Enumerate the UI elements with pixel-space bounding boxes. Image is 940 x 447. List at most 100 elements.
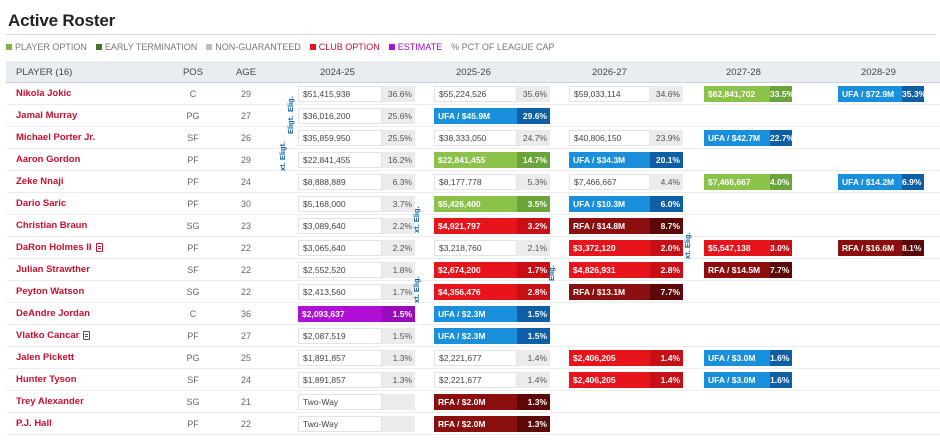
salary-cell-ufa[interactable]: UFA / $72.9M 35.3% (838, 86, 926, 102)
player-name-link[interactable]: DaRon Holmes II (16, 242, 103, 253)
salary-cell-ufa[interactable]: UFA / $42.7M 22.7% (704, 130, 794, 146)
salary-cell-plain[interactable]: $8,177,778 5.3% (434, 174, 550, 190)
salary-cell-club[interactable]: $3,372,120 2.0% (569, 240, 683, 256)
salary-cell-rfa[interactable]: RFA / $2.0M 1.3% (434, 394, 550, 410)
salary-cell-ufa[interactable]: UFA / $45.9M 29.6% (434, 108, 550, 124)
salary-cell-plain[interactable]: $36,016,200 25.6% (298, 108, 415, 124)
salary-cell-ufa[interactable]: UFA / $2.3M 1.5% (434, 306, 550, 322)
salary-cell-plain[interactable]: $55,224,526 35.6% (434, 86, 550, 102)
salary-cell-plain[interactable]: $38,333,050 24.7% (434, 130, 550, 146)
player-name-link[interactable]: Nikola Jokic (16, 88, 71, 99)
salary-amount: $8,177,778 (434, 174, 517, 190)
salary-amount: $59,033,114 (569, 86, 650, 102)
salary-cell-est[interactable]: $2,093,637 1.5% (298, 306, 415, 322)
player-name-link[interactable]: Julian Strawther (16, 264, 90, 275)
legend-label: % PCT OF LEAGUE CAP (451, 42, 555, 52)
salary-cell-plain[interactable]: $2,413,560 1.7% (298, 284, 415, 300)
salary-cell-plain[interactable]: $5,168,000 3.7% (298, 196, 415, 212)
player-name-link[interactable]: Dario Saric (16, 198, 66, 209)
table-row: DaRon Holmes II PF 22 $3,065,640 2.2% $3,218,… (6, 237, 940, 259)
salary-cell-plain[interactable]: $59,033,114 34.6% (569, 86, 683, 102)
salary-cell-ufa[interactable]: UFA / $14.2M 6.9% (838, 174, 924, 190)
salary-cell-plain[interactable]: $1,891,857 1.3% (298, 350, 415, 366)
salary-cell-plain[interactable]: $40,806,150 23.9% (569, 130, 683, 146)
column-pos[interactable]: POS (182, 67, 204, 78)
salary-amount: $4,826,931 (569, 262, 650, 278)
column-player[interactable]: PLAYER (16) (16, 67, 73, 78)
player-name-link[interactable]: P.J. Hall (16, 418, 52, 429)
column-season-4[interactable]: 2027-28 (726, 67, 761, 78)
table-row: Christian Braun SG 23 $3,089,640 2.2% $4,921,… (6, 215, 940, 237)
salary-cell-ufa[interactable]: UFA / $10.3M 6.0% (569, 196, 683, 212)
document-icon[interactable] (83, 331, 91, 340)
player-position: PF (187, 331, 199, 341)
salary-cell-ufa[interactable]: UFA / $3.0M 1.6% (704, 372, 792, 388)
salary-cell-club[interactable]: $2,674,200 1.7% (434, 262, 550, 278)
salary-cell-club[interactable]: $5,547,138 3.0% (704, 240, 792, 256)
salary-cell-player[interactable]: $5,426,400 3.5% (434, 196, 550, 212)
salary-cell-ufa[interactable]: UFA / $2.3M 1.5% (434, 328, 550, 344)
document-icon[interactable] (95, 243, 103, 252)
salary-cell-rfa[interactable]: RFA / $13.1M 7.7% (569, 284, 683, 300)
salary-cell-plain[interactable]: $3,089,640 2.2% (298, 218, 415, 234)
salary-cell-plain[interactable]: $35,859,950 25.5% (298, 130, 415, 146)
player-name-link[interactable]: Vlatko Cancar (16, 330, 91, 341)
salary-cell-plain[interactable]: $2,221,677 1.4% (434, 372, 550, 388)
salary-cell-ufa[interactable]: UFA / $34.3M 20.1% (569, 152, 683, 168)
salary-cell-plain[interactable]: $8,888,889 6.3% (298, 174, 415, 190)
column-season-3[interactable]: 2026-27 (592, 67, 627, 78)
salary-cell-plain[interactable]: $3,065,640 2.2% (298, 240, 415, 256)
salary-amount: $35,859,950 (298, 130, 382, 146)
salary-cell-club[interactable]: $4,921,797 3.2% (434, 218, 550, 234)
player-name-link[interactable]: Trey Alexander (16, 396, 84, 407)
salary-amount: RFA / $13.1M (569, 284, 650, 300)
salary-cell-plain[interactable]: $7,466,667 4.4% (569, 174, 683, 190)
salary-cell-club[interactable]: $2,406,205 1.4% (569, 350, 683, 366)
player-name-link[interactable]: DeAndre Jordan (16, 308, 90, 319)
player-name-link[interactable]: Aaron Gordon (16, 154, 80, 165)
salary-cell-player[interactable]: $22,841,455 14.7% (434, 152, 550, 168)
salary-cell-rfa[interactable]: RFA / $16.6M 8.1% (838, 240, 924, 256)
player-name-link[interactable]: Jamal Murray (16, 110, 77, 121)
player-name-link[interactable]: Hunter Tyson (16, 374, 77, 385)
salary-cell-player[interactable]: $62,841,702 33.5% (704, 86, 794, 102)
salary-cell-player[interactable]: $7,466,667 4.0% (704, 174, 792, 190)
salary-cell-plain[interactable]: $2,087,519 1.5% (298, 328, 415, 344)
column-season-5[interactable]: 2028-29 (861, 67, 896, 78)
salary-cell-rfa[interactable]: RFA / $14.5M 7.7% (704, 262, 792, 278)
salary-cell-plain[interactable]: $3,218,760 2.1% (434, 240, 550, 256)
salary-amount: $55,224,526 (434, 86, 517, 102)
player-name-link[interactable]: Zeke Nnaji (16, 176, 64, 187)
salary-cell-plain[interactable]: $2,221,677 1.4% (434, 350, 550, 366)
player-position: PF (187, 199, 199, 209)
salary-cell-club[interactable]: $4,356,476 2.8% (434, 284, 550, 300)
cap-percent (382, 416, 415, 432)
player-name-link[interactable]: Peyton Watson (16, 286, 84, 297)
column-age[interactable]: AGE (235, 67, 257, 78)
salary-cell-twoway[interactable]: Two-Way (298, 394, 415, 410)
salary-cell-club[interactable]: $2,406,205 1.4% (569, 372, 683, 388)
cap-percent: 1.4% (650, 350, 683, 366)
cap-percent: 24.7% (517, 130, 550, 146)
salary-cell-plain[interactable]: $2,552,520 1.8% (298, 262, 415, 278)
player-name-link[interactable]: Michael Porter Jr. (16, 132, 95, 143)
salary-cell-plain[interactable]: $22,841,455 16.2% (298, 152, 415, 168)
salary-cell-ufa[interactable]: UFA / $3.0M 1.6% (704, 350, 792, 366)
salary-amount: UFA / $3.0M (704, 350, 770, 366)
player-name: Dario Saric (16, 198, 67, 209)
salary-cell-club[interactable]: $4,826,931 2.8% (569, 262, 683, 278)
salary-cell-plain[interactable]: $1,891,857 1.3% (298, 372, 415, 388)
player-position: PF (187, 419, 199, 429)
player-name-link[interactable]: Christian Braun (16, 220, 87, 231)
salary-cell-plain[interactable]: $51,415,938 36.6% (298, 86, 415, 102)
salary-cell-twoway[interactable]: Two-Way (298, 416, 415, 432)
salary-cell-rfa[interactable]: RFA / $2.0M 1.3% (434, 416, 550, 432)
player-name: Christian Braun (16, 220, 88, 231)
extension-eligible-label: xt. Elig. (683, 232, 692, 259)
player-name-link[interactable]: Jalen Pickett (16, 352, 74, 363)
player-position: PG (186, 111, 200, 121)
column-season-2[interactable]: 2025-26 (456, 67, 491, 78)
salary-amount: $2,221,677 (434, 350, 517, 366)
column-season-1[interactable]: 2024-25 (320, 67, 355, 78)
salary-cell-rfa[interactable]: RFA / $14.8M 8.7% (569, 218, 683, 234)
